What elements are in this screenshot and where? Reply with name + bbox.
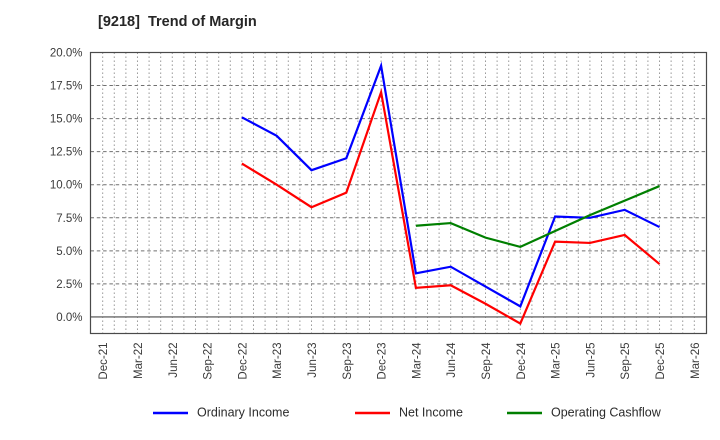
x-axis-tick-label: Dec-25	[655, 343, 667, 380]
series-line-net-income	[241, 87, 661, 326]
series-line-ordinary-income	[241, 61, 661, 308]
data-series-lines	[241, 61, 661, 326]
x-axis-tick-label: Mar-22	[133, 343, 145, 379]
x-axis-tick-label: Sep-23	[342, 343, 354, 380]
x-axis-tick-label: Sep-24	[481, 342, 493, 380]
x-axis-tick-label: Jun-22	[168, 343, 180, 378]
x-axis-tick-label: Mar-25	[551, 343, 563, 379]
x-axis-tick-label: Sep-22	[203, 343, 215, 380]
y-axis-tick-label: 10.0%	[50, 180, 83, 192]
legend-label-ordinary-income: Ordinary Income	[197, 405, 289, 419]
y-axis-tick-label: 17.5%	[50, 81, 83, 93]
x-axis-tick-label: Dec-23	[377, 343, 389, 380]
y-axis-tick-label: 20.0%	[50, 48, 83, 60]
x-axis-tick-label: Mar-24	[411, 342, 423, 379]
x-axis-tick-label: Jun-23	[307, 343, 319, 378]
y-axis-tick-label: 0.0%	[56, 312, 82, 324]
x-axis-tick-label: Jun-24	[446, 342, 458, 378]
x-axis-tick-label: Mar-23	[272, 343, 284, 379]
x-axis-tick-label: Dec-24	[516, 342, 528, 380]
legend-label-net-income: Net Income	[399, 405, 463, 419]
y-axis-tick-label: 15.0%	[50, 114, 83, 126]
y-axis-tick-label: 7.5%	[56, 213, 82, 225]
x-axis-tick-label: Mar-26	[690, 343, 702, 379]
x-axis-tick-labels: Dec-21 Mar-22 Jun-22 Sep-22 Dec-22 Mar-23 Jun-…	[98, 342, 702, 380]
chart-title: [9218] Trend of Margin	[98, 14, 257, 30]
legend-label-operating-cashflow: Operating Cashflow	[551, 405, 662, 419]
y-axis-tick-label: 2.5%	[56, 279, 82, 291]
series-line-operating-cashflow	[415, 185, 660, 249]
x-axis-tick-label: Jun-25	[585, 343, 597, 378]
x-axis-tick-label: Dec-21	[98, 343, 110, 380]
y-axis-tick-labels: 0.0% 2.5% 5.0% 7.5% 10.0% 12.5% 15.0% 17.5% 20.0…	[50, 48, 83, 324]
y-axis-tick-label: 5.0%	[56, 246, 82, 258]
x-axis-tick-label: Dec-22	[237, 343, 249, 380]
chart-legend: Ordinary Income Net Income Operating Cashf…	[153, 405, 662, 419]
x-axis-tick-label: Sep-25	[620, 343, 632, 380]
y-axis-tick-label: 12.5%	[50, 147, 83, 159]
plot-area-frame	[89, 51, 708, 335]
